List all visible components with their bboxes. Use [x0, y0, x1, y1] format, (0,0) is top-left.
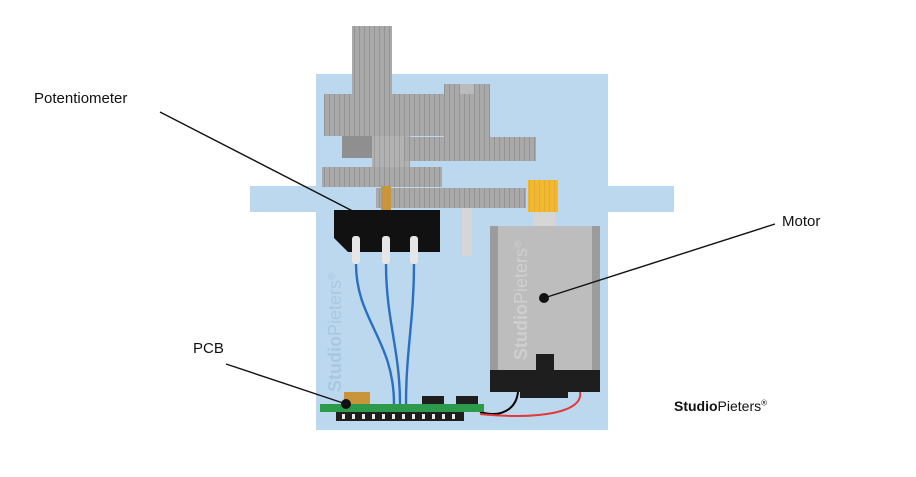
- brass-shaft: [381, 186, 391, 210]
- potentiometer-label: Potentiometer: [34, 90, 128, 107]
- watermark-left: StudioPieters®: [325, 272, 345, 392]
- pot-terminal: [382, 236, 390, 264]
- pot-terminal: [410, 236, 418, 264]
- pot-wires: [354, 263, 416, 405]
- shaft: [462, 208, 472, 256]
- brand-logo: StudioPieters®: [674, 398, 768, 414]
- left-hub: [342, 136, 372, 158]
- motor-end-cap: [490, 370, 600, 392]
- leader-lines: [159, 111, 776, 409]
- output-gear-lines: [352, 26, 392, 100]
- motor-leads: [479, 391, 582, 417]
- motor-label: Motor: [782, 213, 821, 230]
- pcb: [320, 392, 484, 421]
- motor: StudioPieters®: [490, 226, 600, 398]
- pcb-label: PCB: [193, 340, 224, 357]
- potentiometer: [334, 210, 440, 264]
- watermark-motor: StudioPieters®: [511, 240, 531, 360]
- pot-terminal: [352, 236, 360, 264]
- gear-train: [322, 26, 558, 256]
